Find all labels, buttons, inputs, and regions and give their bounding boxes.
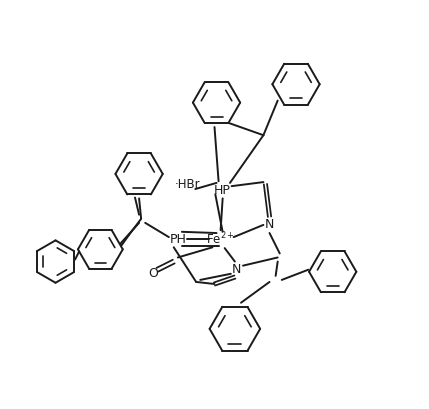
Text: PH: PH: [169, 233, 186, 246]
Text: Fe$^{2+}$: Fe$^{2+}$: [206, 231, 235, 247]
Text: HP: HP: [214, 184, 231, 197]
Text: N: N: [265, 218, 274, 231]
Text: ·HBr: ·HBr: [175, 178, 201, 191]
Text: N: N: [232, 263, 242, 276]
Text: O: O: [148, 267, 158, 280]
